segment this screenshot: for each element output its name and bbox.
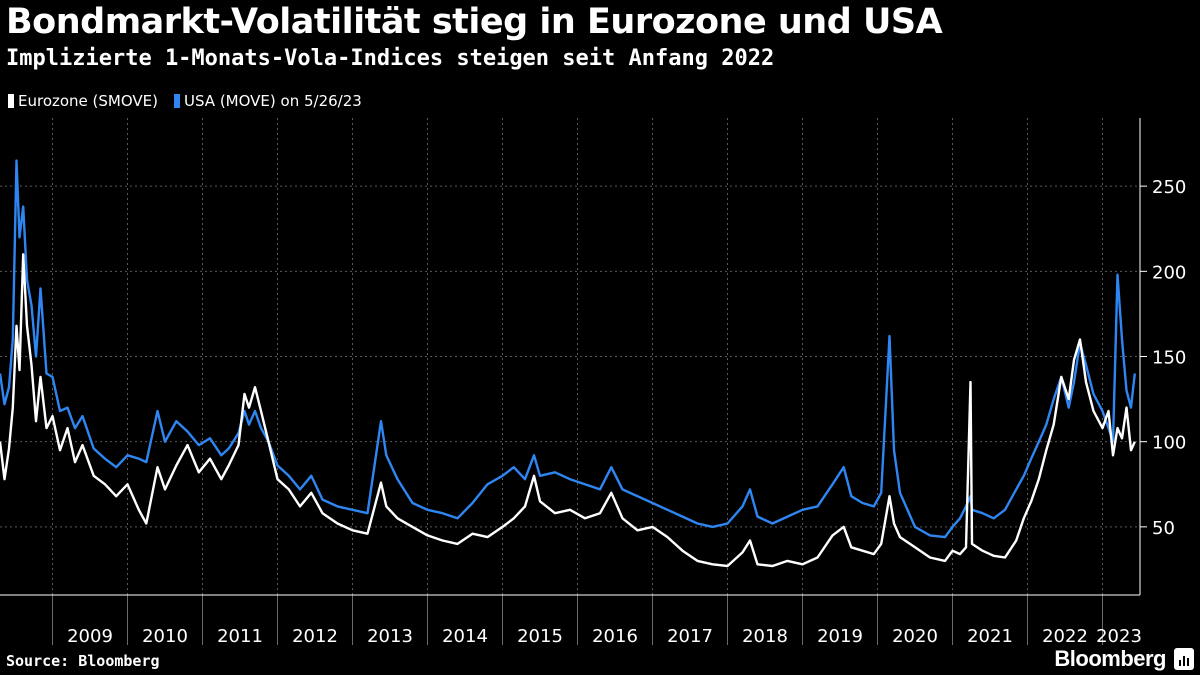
x-tick-label: 2018 bbox=[742, 626, 788, 647]
legend-item-usa: USA (MOVE) on 5/26/23 bbox=[174, 92, 362, 110]
brand-logo: Bloomberg bbox=[1054, 646, 1166, 671]
x-tick-label: 2020 bbox=[892, 626, 938, 647]
x-tick-label: 2013 bbox=[367, 626, 413, 647]
chart-subtitle: Implizierte 1-Monats-Vola-Indices steige… bbox=[6, 46, 775, 71]
legend-label-usa: USA (MOVE) on 5/26/23 bbox=[184, 92, 362, 110]
source-note: Source: Bloomberg bbox=[6, 652, 160, 670]
x-tick-label: 2021 bbox=[967, 626, 1013, 647]
x-tick-label: 2022 bbox=[1042, 626, 1088, 647]
x-tick-label: 2010 bbox=[142, 626, 188, 647]
legend-item-eurozone: Eurozone (SMOVE) bbox=[8, 92, 158, 110]
x-tick-label: 2016 bbox=[592, 626, 638, 647]
legend-label-eurozone: Eurozone (SMOVE) bbox=[18, 92, 159, 110]
x-tick-label: 2015 bbox=[517, 626, 563, 647]
chart-title: Bondmarkt-Volatilität stieg in Eurozone … bbox=[6, 2, 943, 42]
x-tick-label: 2011 bbox=[217, 626, 263, 647]
x-tick-label: 2017 bbox=[667, 626, 713, 647]
x-tick-label: 2023 bbox=[1096, 626, 1142, 647]
x-tick-label: 2012 bbox=[292, 626, 338, 647]
y-tick-label: 50 bbox=[1152, 518, 1175, 539]
y-tick-label: 250 bbox=[1152, 177, 1186, 198]
x-tick-label: 2019 bbox=[817, 626, 863, 647]
y-tick-label: 100 bbox=[1152, 433, 1186, 454]
x-tick-label: 2014 bbox=[442, 626, 488, 647]
chart-legend: Eurozone (SMOVE) USA (MOVE) on 5/26/23 bbox=[8, 92, 362, 110]
x-tick-label: 2009 bbox=[67, 626, 113, 647]
bloomberg-terminal-icon bbox=[1174, 648, 1194, 670]
legend-swatch-usa bbox=[174, 94, 181, 108]
y-tick-label: 150 bbox=[1152, 348, 1186, 369]
y-tick-label: 200 bbox=[1152, 262, 1186, 283]
series-line-eurozone bbox=[0, 253, 1136, 568]
series-line-usa bbox=[0, 159, 1136, 539]
legend-swatch-eurozone bbox=[8, 94, 14, 108]
